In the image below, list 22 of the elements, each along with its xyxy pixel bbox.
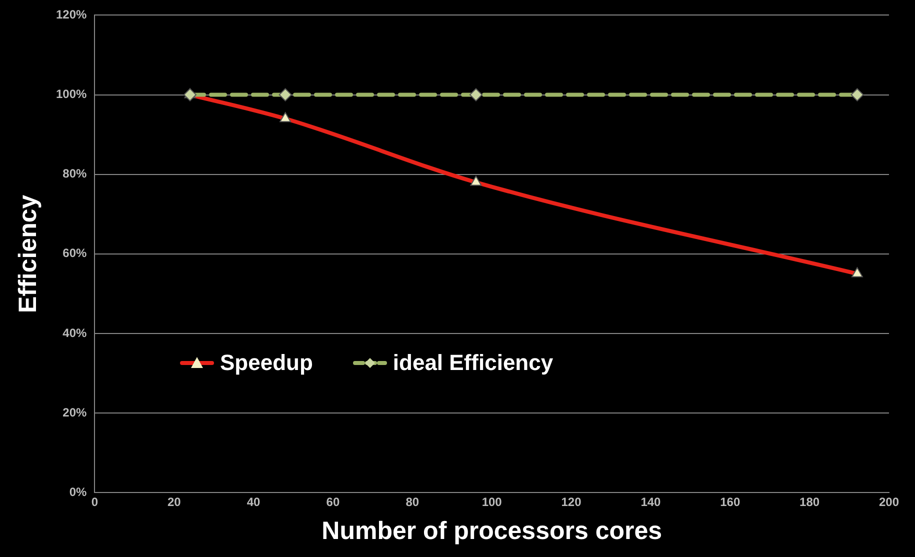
legend-label: Speedup: [220, 350, 313, 376]
legend-label: ideal Efficiency: [392, 350, 554, 376]
x-tick-label: 180: [800, 495, 820, 510]
y-tick-label: 60%: [62, 246, 88, 260]
x-axis-title: Number of processors cores: [322, 516, 662, 545]
x-tick-label: 60: [326, 495, 340, 510]
y-tick-label: 80%: [62, 166, 88, 181]
x-tick-label: 80: [406, 495, 420, 510]
x-tick-label: 0: [91, 495, 98, 510]
y-tick-label: 0%: [69, 484, 88, 499]
x-tick-label: 140: [640, 495, 662, 510]
x-tick-label: 100: [482, 495, 502, 510]
x-tick-label: 200: [878, 495, 900, 510]
y-tick-label: 100%: [56, 87, 88, 102]
x-tick-label: 20: [167, 495, 182, 510]
x-tick-label: 40: [246, 495, 261, 510]
x-tick-label: 160: [720, 495, 740, 510]
y-tick-label: 120%: [56, 8, 88, 22]
y-axis-title: Efficiency: [14, 194, 42, 313]
y-tick-label: 40%: [62, 326, 88, 340]
x-tick-label: 120: [561, 495, 582, 510]
y-tick-label: 20%: [62, 405, 88, 420]
